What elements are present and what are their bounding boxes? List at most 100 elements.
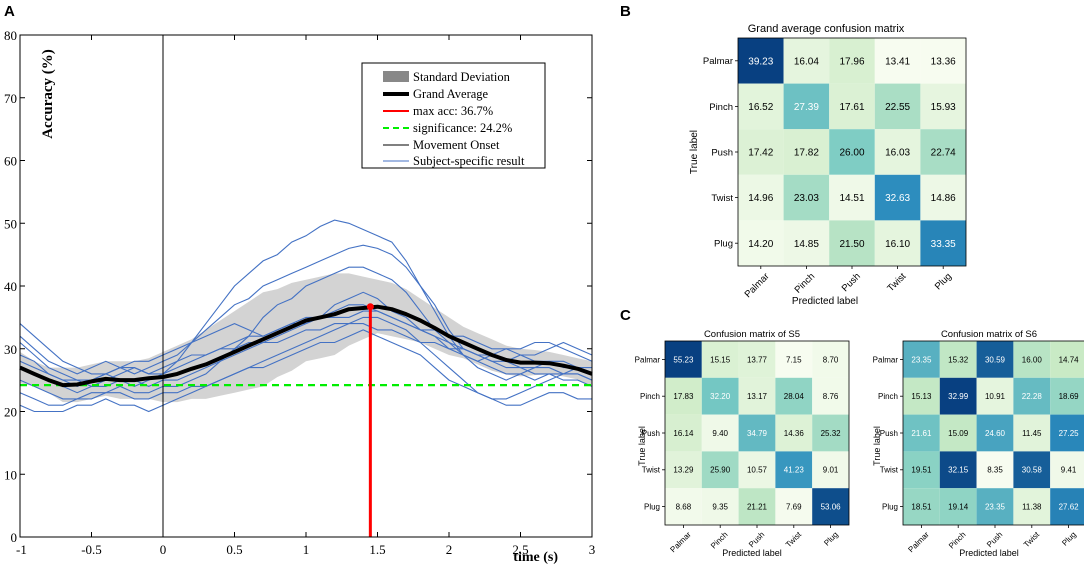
matrix-cell [1050, 414, 1084, 452]
matrix-cell [829, 129, 875, 175]
matrix-cell [939, 377, 977, 415]
s5-confusion-matrix: Confusion matrix of S5 Predicted label T… [635, 329, 850, 558]
matrix-col-label: Twist [1022, 529, 1042, 549]
grand-average-line [19, 304, 593, 388]
matrix-cell-value: 11.45 [1022, 429, 1042, 438]
matrix-cell [829, 83, 875, 130]
matrix-cell-value: 41.23 [784, 466, 805, 475]
matrix-col-label: Twist [885, 271, 908, 294]
matrix-cell-value: 11.38 [1022, 502, 1042, 511]
s6-confusion-matrix: Confusion matrix of S6 Predicted label T… [872, 329, 1084, 558]
matrix-cell-value: 18.51 [911, 502, 932, 511]
matrix-b-ylabel: True label [689, 130, 700, 174]
matrix-cell [903, 341, 940, 378]
matrix-cell [976, 341, 1014, 378]
y-tick-label: 80 [4, 28, 17, 43]
matrix-col-label: Push [985, 530, 1004, 549]
legend-label-sig: significance: 24.2% [413, 121, 512, 135]
accuracy-y-axis-label: Accuracy (%) [40, 49, 56, 139]
matrix-cell-value: 17.83 [673, 392, 694, 401]
matrix-row-label: Plug [644, 502, 660, 511]
matrix-cell-value: 16.14 [673, 429, 694, 438]
matrix-cell [903, 451, 940, 489]
matrix-cell [874, 38, 921, 84]
x-tick-label: 0.5 [226, 542, 242, 557]
accuracy-plot-area [19, 35, 593, 537]
matrix-cell [738, 451, 776, 489]
matrix-cell [812, 414, 849, 452]
accuracy-legend: Standard Deviation Grand Average max acc… [361, 62, 546, 169]
y-tick-label: 70 [4, 91, 17, 106]
matrix-row-label: Twist [642, 466, 661, 475]
matrix-cell-value: 8.70 [823, 355, 839, 364]
legend-label-onset: Movement Onset [413, 138, 500, 152]
matrix-cell-value: 17.82 [794, 148, 819, 159]
matrix-cell-value: 22.28 [1022, 392, 1043, 401]
x-tick-label: 1 [303, 542, 310, 557]
matrix-cell [665, 451, 702, 489]
matrix-cell-value: 14.96 [748, 193, 773, 204]
matrix-cell [665, 488, 702, 525]
matrix-cell-value: 13.41 [885, 56, 910, 67]
matrix-s5-xlabel: Predicted label [722, 548, 782, 558]
matrix-cell [665, 414, 702, 452]
max-acc-marker [366, 303, 374, 311]
matrix-cell-value: 27.39 [794, 102, 819, 113]
matrix-col-label: Plug [822, 530, 840, 548]
matrix-s6-title: Confusion matrix of S6 [941, 329, 1037, 340]
matrix-cell-value: 53.06 [821, 502, 842, 511]
matrix-cell-value: 16.03 [885, 148, 910, 159]
matrix-cell-value: 39.23 [748, 56, 773, 67]
matrix-cell-value: 16.52 [748, 102, 773, 113]
matrix-cell [783, 38, 830, 84]
matrix-cell-value: 17.61 [839, 102, 864, 113]
matrix-cell [920, 38, 966, 84]
matrix-cell-value: 13.29 [673, 466, 694, 475]
matrix-cell [783, 129, 830, 175]
matrix-cell [903, 488, 940, 525]
x-tick-label: -0.5 [81, 542, 102, 557]
matrix-cell [738, 341, 776, 378]
matrix-cell [829, 220, 875, 266]
matrix-col-label: Twist [784, 529, 804, 549]
matrix-cell-value: 30.59 [985, 355, 1006, 364]
y-tick-label: 60 [4, 154, 17, 169]
matrix-cell [775, 414, 813, 452]
matrix-cell [701, 414, 739, 452]
matrix-cell-value: 32.63 [885, 193, 910, 204]
matrix-cell [976, 451, 1014, 489]
matrix-cell-value: 15.15 [710, 355, 731, 364]
matrix-cell [829, 174, 875, 221]
y-tick-label: 50 [4, 216, 17, 231]
matrix-cell-value: 9.41 [1061, 466, 1077, 475]
matrix-cell-value: 8.35 [987, 466, 1003, 475]
matrix-col-label: Push [747, 530, 766, 549]
panel-label-c: C [620, 307, 631, 324]
matrix-cell [1013, 488, 1051, 525]
matrix-cell-value: 34.79 [747, 429, 768, 438]
matrix-cell [738, 38, 784, 84]
panel-label-a: A [4, 3, 15, 20]
matrix-cell [1013, 341, 1051, 378]
matrix-row-label: Pinch [709, 102, 733, 113]
y-tick-label: 30 [4, 342, 17, 357]
matrix-cell [939, 451, 977, 489]
matrix-b-xlabel: Predicted label [792, 296, 858, 307]
matrix-cell [976, 414, 1014, 452]
matrix-cell [665, 377, 702, 415]
matrix-cell [775, 451, 813, 489]
matrix-cell-value: 13.17 [747, 392, 768, 401]
matrix-cell-value: 13.77 [747, 355, 768, 364]
matrix-cell-value: 7.69 [786, 502, 802, 511]
x-tick-label: -1 [16, 542, 27, 557]
matrix-cell [738, 129, 784, 175]
matrix-cell-value: 15.32 [948, 355, 969, 364]
matrix-cell [976, 488, 1014, 525]
matrix-cell-value: 8.76 [823, 392, 839, 401]
matrix-cell [1050, 341, 1084, 378]
std-band [20, 273, 592, 403]
matrix-cell-value: 7.15 [786, 355, 802, 364]
matrix-row-label: Pinch [640, 392, 660, 401]
matrix-col-label: Palmar [906, 530, 931, 555]
